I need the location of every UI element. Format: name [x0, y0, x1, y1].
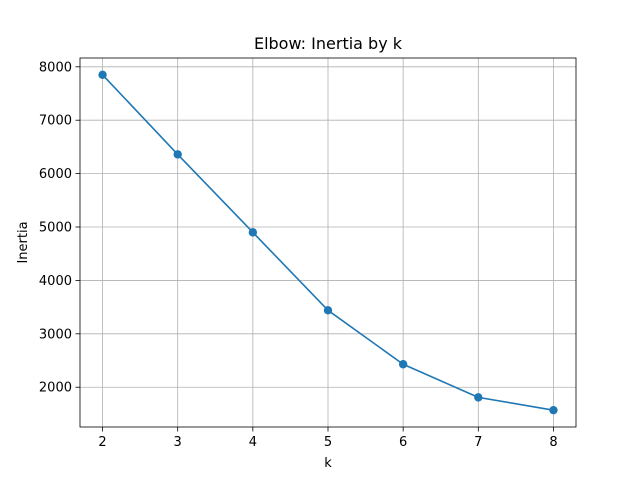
x-tick-label: 2 — [98, 435, 106, 450]
x-tick-label: 3 — [174, 435, 182, 450]
x-tick-label: 4 — [249, 435, 257, 450]
grid — [80, 58, 576, 427]
y-tick-label: 4000 — [39, 274, 72, 289]
data-point — [173, 150, 182, 159]
y-tick-label: 2000 — [39, 381, 72, 396]
data-point — [474, 393, 483, 402]
y-tick-label: 5000 — [39, 221, 72, 236]
x-tick-label: 6 — [399, 435, 407, 450]
data-point — [323, 306, 333, 315]
y-tick-label: 8000 — [39, 60, 72, 75]
y-axis-title: Inertia — [16, 221, 31, 263]
x-tick-label: 8 — [549, 435, 557, 450]
x-tick-label: 7 — [474, 435, 482, 450]
y-tick-label: 3000 — [39, 327, 72, 342]
y-tick-label: 6000 — [39, 167, 72, 182]
series-layer — [98, 70, 558, 415]
data-point — [248, 228, 258, 237]
axis-ticks: 2 3 4 5 6 7 8 2000 3000 4000 5000 6000 7000 8000 — [39, 60, 558, 450]
data-point — [98, 70, 107, 80]
x-tick-label: 5 — [324, 435, 332, 450]
data-point — [398, 360, 408, 369]
chart-title: Elbow: Inertia by k — [254, 34, 403, 53]
x-axis-title: k — [324, 456, 332, 471]
data-point — [549, 405, 558, 415]
y-tick-label: 7000 — [39, 114, 72, 129]
